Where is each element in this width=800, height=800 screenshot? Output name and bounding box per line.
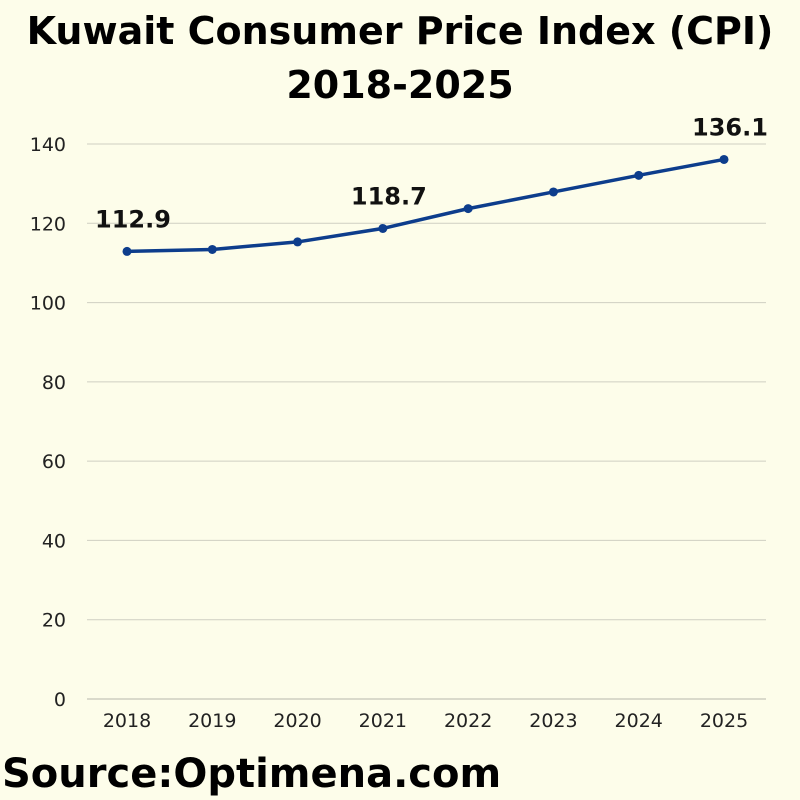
y-tick-label: 40 <box>42 530 66 552</box>
data-label-2018: 112.9 <box>95 205 171 233</box>
x-tick-label: 2021 <box>359 710 407 732</box>
data-label-2021: 118.7 <box>351 182 427 210</box>
y-tick-label: 80 <box>42 372 66 394</box>
data-point-2018 <box>122 246 132 256</box>
data-point-2025 <box>719 154 729 164</box>
chart-title-line2: 2018-2025 <box>286 63 514 107</box>
data-point-2019 <box>207 244 217 254</box>
source-credit: Source:Optimena.com <box>2 751 502 797</box>
data-point-2023 <box>548 187 558 197</box>
y-tick-label: 120 <box>30 213 66 235</box>
y-tick-label: 0 <box>54 689 66 711</box>
series-line <box>125 157 726 254</box>
chart-title: Kuwait Consumer Price Index (CPI) 2018-2… <box>0 4 800 112</box>
x-tick-label: 2023 <box>529 710 577 732</box>
x-tick-label: 2018 <box>103 710 151 732</box>
y-tick-label: 20 <box>42 610 66 632</box>
y-tick-label: 60 <box>42 451 66 473</box>
x-tick-label: 2025 <box>700 710 748 732</box>
x-tick-label: 2022 <box>444 710 492 732</box>
y-tick-label: 140 <box>30 134 66 156</box>
chart-title-line1: Kuwait Consumer Price Index (CPI) <box>26 9 774 53</box>
data-point-2021 <box>378 223 388 233</box>
y-tick-label: 100 <box>30 293 66 315</box>
data-point-2020 <box>293 237 303 247</box>
data-point-2024 <box>634 170 644 180</box>
x-tick-label: 2019 <box>188 710 236 732</box>
data-point-2022 <box>463 204 473 214</box>
data-label-2025: 136.1 <box>692 113 768 141</box>
x-tick-label: 2020 <box>273 710 321 732</box>
x-tick-label: 2024 <box>615 710 663 732</box>
